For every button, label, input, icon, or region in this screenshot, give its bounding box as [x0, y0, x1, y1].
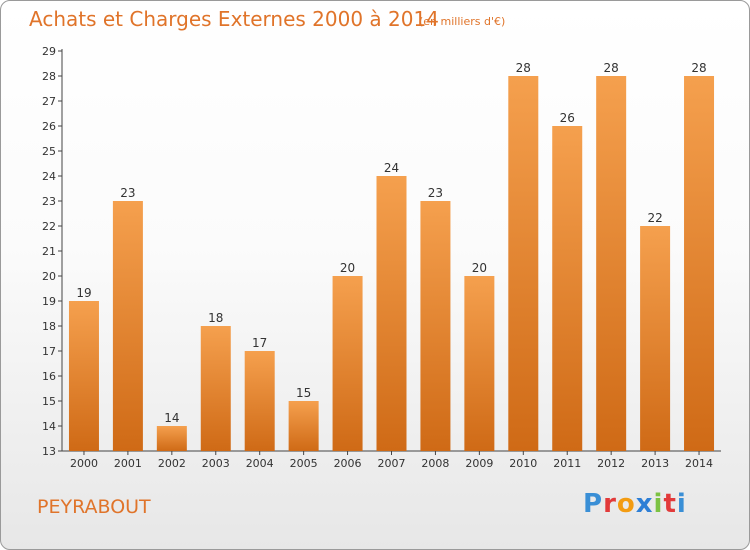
y-tick-label: 21 — [42, 245, 56, 258]
x-tick-label-2005: 2005 — [290, 457, 318, 470]
data-label-2010: 28 — [516, 61, 531, 75]
y-tick-label: 17 — [42, 345, 56, 358]
y-tick-label: 14 — [42, 420, 56, 433]
bar-2002 — [156, 426, 187, 451]
y-tick-label: 27 — [42, 95, 56, 108]
bar-2000 — [68, 301, 99, 451]
data-label-2012: 28 — [604, 61, 619, 75]
logo-letter: i — [653, 489, 664, 519]
data-label-2009: 20 — [472, 261, 487, 275]
bar-2013 — [640, 226, 671, 451]
y-tick-label: 28 — [42, 70, 56, 83]
x-tick-label-2008: 2008 — [421, 457, 449, 470]
bar-2007 — [376, 176, 407, 451]
y-tick-label: 26 — [42, 120, 56, 133]
x-tick-label-2013: 2013 — [641, 457, 669, 470]
x-tick-label-2007: 2007 — [378, 457, 406, 470]
data-label-2002: 14 — [164, 411, 179, 425]
data-label-2005: 15 — [296, 386, 311, 400]
data-label-2003: 18 — [208, 311, 223, 325]
chart-title: Achats et Charges Externes 2000 à 2014 — [29, 7, 439, 31]
bar-2009 — [464, 276, 495, 451]
bars-group: 19 23 14 18 17 15 20 24 23 20 28 26 28 22 28 — [68, 61, 715, 451]
logo-letter: t — [663, 489, 677, 519]
y-tick-label: 29 — [42, 45, 56, 58]
location-label: PEYRABOUT — [37, 496, 151, 518]
data-label-2006: 20 — [340, 261, 355, 275]
y-tick-label: 22 — [42, 220, 56, 233]
data-label-2014: 28 — [691, 61, 706, 75]
x-tick-label-2014: 2014 — [685, 457, 713, 470]
proxiti-logo: Proxiti — [583, 489, 687, 519]
y-tick-label: 24 — [42, 170, 56, 183]
bar-2001 — [112, 201, 143, 451]
y-tick-label: 25 — [42, 145, 56, 158]
bar-2011 — [552, 126, 583, 451]
x-tick-label-2006: 2006 — [334, 457, 362, 470]
chart-subtitle: (en milliers d'€) — [419, 15, 506, 28]
bar-2005 — [288, 401, 319, 451]
x-tick-label-2001: 2001 — [114, 457, 142, 470]
x-tick-label-2000: 2000 — [70, 457, 98, 470]
logo-letter: r — [603, 489, 617, 519]
y-tick-label: 15 — [42, 395, 56, 408]
logo-letter: P — [583, 489, 604, 519]
data-label-2007: 24 — [384, 161, 399, 175]
y-tick-label: 20 — [42, 270, 56, 283]
bar-2003 — [200, 326, 231, 451]
bar-2006 — [332, 276, 363, 451]
axes: 13 14 15 16 17 18 19 20 21 22 23 24 25 26 27 28 29 2000 20… — [42, 45, 721, 470]
bar-2012 — [596, 76, 627, 451]
x-tick-label-2010: 2010 — [509, 457, 537, 470]
data-label-2004: 17 — [252, 336, 267, 350]
bar-2010 — [508, 76, 539, 451]
data-label-2011: 26 — [560, 111, 575, 125]
data-label-2000: 19 — [76, 286, 91, 300]
x-tick-label-2004: 2004 — [246, 457, 274, 470]
x-tick-label-2009: 2009 — [465, 457, 493, 470]
logo-letter: o — [616, 489, 636, 519]
x-tick-label-2002: 2002 — [158, 457, 186, 470]
data-label-2013: 22 — [647, 211, 662, 225]
y-tick-label: 18 — [42, 320, 56, 333]
y-tick-label: 16 — [42, 370, 56, 383]
y-tick-label: 19 — [42, 295, 56, 308]
x-tick-label-2011: 2011 — [553, 457, 581, 470]
bar-2014 — [684, 76, 715, 451]
logo-letter: x — [635, 489, 654, 519]
logo-letter: i — [676, 489, 687, 519]
bar-2008 — [420, 201, 451, 451]
y-tick-label: 23 — [42, 195, 56, 208]
x-tick-label-2012: 2012 — [597, 457, 625, 470]
data-label-2001: 23 — [120, 186, 135, 200]
x-tick-label-2003: 2003 — [202, 457, 230, 470]
y-tick-label: 13 — [42, 445, 56, 458]
bar-2004 — [244, 351, 275, 451]
data-label-2008: 23 — [428, 186, 443, 200]
